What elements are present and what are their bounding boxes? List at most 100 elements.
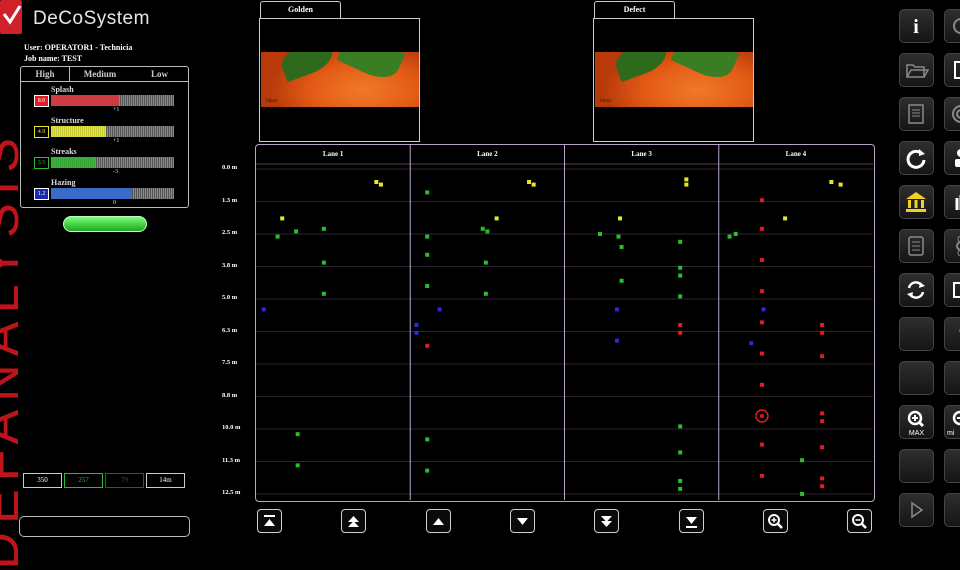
info-icon: i xyxy=(913,16,919,38)
zoom-out-button[interactable] xyxy=(847,509,872,533)
scale-label: 10mm xyxy=(599,99,612,104)
defect-score-badge: 4.9 xyxy=(34,126,49,138)
open-folder-button[interactable] xyxy=(899,53,934,87)
defect-map-frame[interactable] xyxy=(255,144,875,502)
image-button[interactable] xyxy=(944,273,960,307)
play-button[interactable] xyxy=(899,493,934,527)
scale-label: 10mm xyxy=(265,99,278,104)
svg-text:i: i xyxy=(913,16,919,38)
tab-medium[interactable]: Medium xyxy=(69,67,131,82)
zoom-max-label: MAX xyxy=(908,430,925,437)
hand-icon xyxy=(955,195,960,210)
severity-panel: High Medium Low Splash 8.0 +1 Structure 4.9 +… xyxy=(20,66,189,208)
blank-button[interactable] xyxy=(944,449,960,483)
y-tick-label: 1.3 m xyxy=(222,196,238,204)
counter-box: 79 xyxy=(105,473,144,488)
nav-down-button[interactable] xyxy=(510,509,535,533)
report-icon xyxy=(908,104,924,124)
document-button[interactable] xyxy=(944,53,960,87)
nav-first-button[interactable] xyxy=(257,509,282,533)
info-button[interactable]: i xyxy=(899,9,934,43)
lane-header: Lane 3 xyxy=(631,150,652,158)
y-tick-label: 5.0 m xyxy=(222,294,238,301)
y-tick-label: 8.8 m xyxy=(222,391,238,399)
target-button[interactable] xyxy=(944,97,960,131)
y-tick-label: 0.0 m xyxy=(222,164,238,171)
open-folder-icon xyxy=(906,64,930,78)
sync-icon xyxy=(907,281,925,299)
zoom-out-button[interactable] xyxy=(944,361,960,395)
sync-button[interactable] xyxy=(899,273,934,307)
nav-page-up-icon xyxy=(348,516,359,527)
zoom-min-icon xyxy=(952,410,960,426)
document-icon xyxy=(954,61,960,79)
user-button[interactable] xyxy=(944,141,960,175)
app-logo-text: DeCoSystem xyxy=(33,8,150,29)
counter-box: 257 xyxy=(64,473,103,488)
defect-delta: -3 xyxy=(113,169,118,175)
y-tick-label: 11.3 m xyxy=(222,456,241,464)
nav-page-down-button[interactable] xyxy=(594,509,619,533)
text-button[interactable]: T xyxy=(944,317,960,351)
defect-score-badge: 8.0 xyxy=(34,95,49,107)
nav-first-icon xyxy=(264,515,275,526)
zoom-in-button[interactable] xyxy=(763,509,788,533)
tab-low[interactable]: Low xyxy=(131,67,188,82)
report-button[interactable] xyxy=(899,97,934,131)
defect-name: Hazing xyxy=(51,178,76,187)
defect-delta: +1 xyxy=(113,138,120,144)
blank-button[interactable] xyxy=(899,449,934,483)
vertical-brand-text: DEFANALYSIS xyxy=(0,130,30,570)
lane-header: Lane 4 xyxy=(785,150,807,158)
golden-tab: Golden xyxy=(260,1,341,18)
y-tick-label: 6.3 m xyxy=(222,326,238,334)
user-icon xyxy=(955,149,960,167)
golden-image-panel: 10mm xyxy=(259,18,420,142)
lane-header: Lane 1 xyxy=(322,150,344,158)
defect-name: Splash xyxy=(51,85,74,94)
nav-down-icon xyxy=(517,518,528,525)
status-green-button[interactable] xyxy=(63,216,147,232)
zoom-in-icon xyxy=(768,514,783,529)
defect-score-badge: 1.2 xyxy=(34,188,49,200)
defect-score-badge: 3.5 xyxy=(34,157,49,169)
defect-tab: Defect xyxy=(594,1,675,18)
settings-panel-button[interactable] xyxy=(899,229,934,263)
nav-last-button[interactable] xyxy=(679,509,704,533)
nav-page-down-icon xyxy=(601,516,612,527)
zoom-min-label: mi xyxy=(947,430,955,437)
hand-button[interactable] xyxy=(944,185,960,219)
defect-delta: 0 xyxy=(113,200,116,206)
defect-name: Structure xyxy=(51,116,84,125)
flower-icon xyxy=(956,235,960,257)
zoom-min-button[interactable]: mi xyxy=(944,405,960,439)
nav-page-up-button[interactable] xyxy=(341,509,366,533)
bank-button[interactable] xyxy=(899,185,934,219)
job-line: Job name: TEST xyxy=(24,54,83,63)
refresh-button[interactable] xyxy=(899,141,934,175)
defect-delta: +1 xyxy=(113,107,120,113)
zoom-max-button[interactable]: MAX xyxy=(899,405,934,439)
logo-mark xyxy=(0,0,22,34)
zoom-max-icon xyxy=(907,410,925,428)
defect-bar xyxy=(51,95,174,106)
zoom-in-button[interactable] xyxy=(899,361,934,395)
defect-bar-fill xyxy=(51,126,107,137)
bank-icon xyxy=(906,192,926,212)
refresh-icon xyxy=(906,149,926,169)
golden-image: 10mm xyxy=(261,52,419,107)
camera-button[interactable] xyxy=(944,9,960,43)
flower-button[interactable] xyxy=(944,229,960,263)
settings-panel-icon xyxy=(908,236,924,256)
y-tick-label: 2.5 m xyxy=(222,229,238,236)
blank-button[interactable] xyxy=(899,317,934,351)
y-tick-label: 12.5 m xyxy=(222,489,241,496)
nav-last-icon xyxy=(686,517,697,528)
nav-up-icon xyxy=(433,518,444,525)
tab-high[interactable]: High xyxy=(21,67,70,82)
status-message-bar xyxy=(19,516,190,537)
y-tick-label: 3.8 m xyxy=(222,261,238,269)
counter-box: 14m xyxy=(146,473,185,488)
blank-button[interactable] xyxy=(944,493,960,527)
nav-up-button[interactable] xyxy=(426,509,451,533)
